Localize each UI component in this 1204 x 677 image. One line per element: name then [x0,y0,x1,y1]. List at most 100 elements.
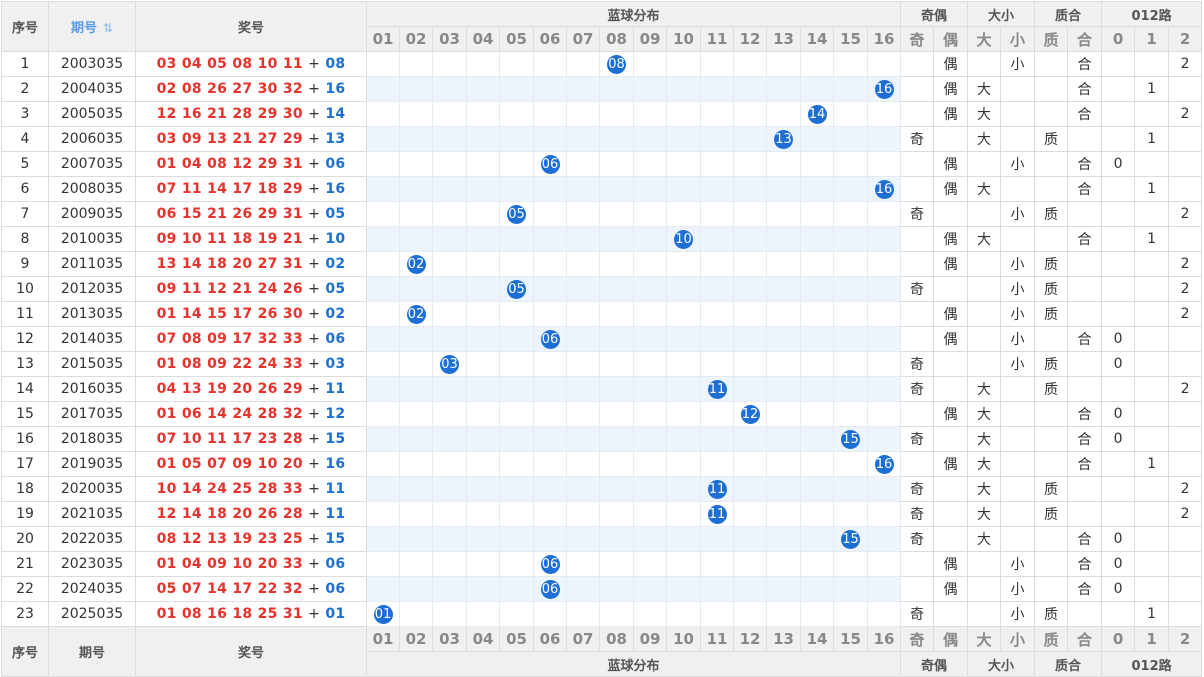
blue-dist-cell [599,151,634,177]
blue-number: 11 [325,506,346,522]
blue-dist-cell [499,451,534,477]
row-seq: 11 [1,301,49,327]
blue-dist-cell [466,76,500,102]
odd-even-cell: 奇 [900,476,935,502]
table-row: 6 2008035 07 11 14 17 18 29 + 16 16 偶大合 1 [1,176,1204,202]
blue-dist-cell [700,51,734,77]
header-blue-distribution: 蓝球分布 [365,1,902,27]
blue-dist-cell [432,201,467,227]
sort-icon[interactable]: ⇅ [102,21,114,35]
prime-comp-cell: 质 [1034,476,1069,502]
blue-ball: 02 [406,304,426,324]
row-draw: 02 08 26 27 30 32 + 16 [135,76,367,102]
blue-dist-cell [432,51,467,77]
red-numbers: 12 16 21 28 29 30 [156,106,303,122]
odd-even-cell: 偶 [933,401,969,427]
blue-dist-cell [566,351,600,377]
route-cell [1134,526,1170,552]
blue-dist-cell [533,601,567,627]
blue-dist-cell [599,326,634,352]
blue-number: 02 [325,256,346,272]
route-cell: 1 [1134,451,1170,477]
blue-dist-cell [432,126,467,152]
footer-blue-col-10: 10 [666,626,701,652]
blue-dist-cell [866,226,902,252]
table-row: 14 2016035 04 13 19 20 26 29 + 11 11 奇大质 2 [1,376,1204,402]
blue-dist-cell: 15 [833,426,868,452]
blue-dist-cell [599,351,634,377]
prime-comp-cell: 合 [1067,576,1103,602]
blue-dist-cell [399,151,433,177]
blue-dist-cell [366,126,400,152]
blue-dist-cell [733,251,767,277]
blue-dist-cell [700,226,734,252]
table-row: 17 2019035 01 05 07 09 10 20 + 16 16 偶大合 1 [1,451,1204,477]
blue-dist-cell [399,201,433,227]
route-cell: 0 [1101,526,1136,552]
route-cell [1168,526,1203,552]
blue-dist-cell [800,501,834,527]
blue-dist-cell [700,201,734,227]
header-blue-col-15: 15 [833,26,868,52]
odd-even-cell: 奇 [900,376,935,402]
footer-oe-col: 偶 [933,626,969,652]
blue-dist-cell [432,426,467,452]
blue-dist-cell [700,551,734,577]
blue-dist-cell [666,551,701,577]
blue-dist-cell [666,126,701,152]
odd-even-cell [900,176,935,202]
footer-route-col: 1 [1134,626,1170,652]
row-draw: 06 15 21 26 29 31 + 05 [135,201,367,227]
prime-comp-cell: 合 [1067,401,1103,427]
blue-ball: 13 [774,129,793,149]
plus-sign: + [308,81,321,97]
blue-dist-cell [800,176,834,202]
row-seq: 3 [1,101,49,127]
route-cell [1101,176,1136,202]
row-period: 2024035 [48,576,136,602]
blue-dist-cell [700,326,734,352]
prime-comp-cell: 质 [1034,376,1069,402]
blue-dist-cell: 06 [533,551,567,577]
blue-dist-cell [399,501,433,527]
big-small-cell: 小 [1000,351,1036,377]
blue-dist-cell [599,101,634,127]
blue-dist-cell [432,376,467,402]
prime-comp-cell: 质 [1034,251,1069,277]
odd-even-cell: 偶 [933,51,969,77]
prime-comp-cell [1034,226,1069,252]
blue-dist-cell [366,226,400,252]
blue-dist-cell [833,301,868,327]
odd-even-cell: 偶 [933,326,969,352]
blue-dist-cell [766,301,801,327]
blue-dist-cell [566,376,600,402]
blue-dist-cell [566,101,600,127]
route-cell [1168,351,1203,377]
route-cell [1101,251,1136,277]
odd-even-cell: 偶 [933,176,969,202]
blue-dist-cell [366,51,400,77]
blue-dist-cell [499,501,534,527]
row-draw: 12 16 21 28 29 30 + 14 [135,101,367,127]
blue-dist-cell [800,126,834,152]
header-big-small: 大小 [967,1,1036,27]
header-period-sort[interactable]: 期号 ⇅ [48,1,136,52]
blue-dist-cell [733,176,767,202]
route-cell [1168,76,1203,102]
table-row: 10 2012035 09 11 12 21 24 26 + 05 05 奇小质 2 [1,276,1204,302]
blue-dist-cell: 05 [499,201,534,227]
blue-dist-cell [666,276,701,302]
header-row-sub: 01 02 03 04 05 06 07 08 09 10 11 12 13 14 15 16 奇偶大小质合 0 1… [2,26,1204,52]
prime-comp-cell: 质 [1034,301,1069,327]
blue-dist-cell [866,201,902,227]
blue-dist-cell [833,501,868,527]
blue-dist-cell [733,226,767,252]
blue-dist-cell [800,201,834,227]
footer-pc-col: 合 [1067,626,1103,652]
footer-blue-col-15: 15 [833,626,868,652]
blue-dist-cell [633,301,667,327]
blue-dist-cell [866,401,902,427]
red-numbers: 01 14 15 17 26 30 [156,306,303,322]
footer-blue-distribution: 蓝球分布 [365,651,902,677]
blue-dist-cell [499,251,534,277]
